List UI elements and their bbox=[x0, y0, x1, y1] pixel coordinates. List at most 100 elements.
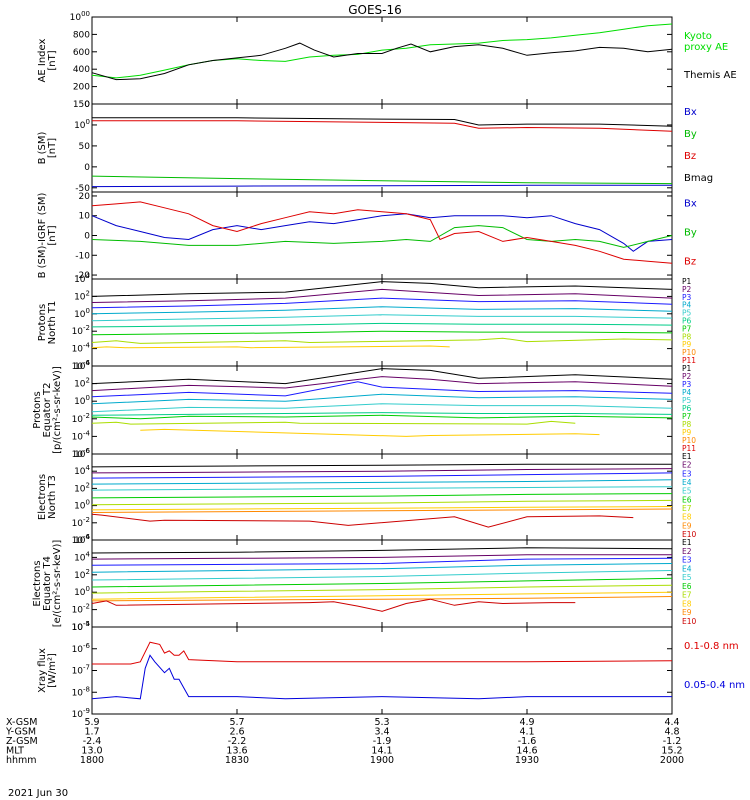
legend-label: P1 bbox=[682, 364, 692, 373]
y-tick-label: 102 bbox=[74, 289, 90, 302]
y-axis-label: North T1 bbox=[47, 301, 58, 345]
y-axis-label: Electrons bbox=[37, 474, 48, 520]
panel-1: 0 200 400 600 800 1000 AE Index [nT] Kyotoproxy … bbox=[37, 10, 737, 110]
axis-row-value: -1.9 bbox=[373, 736, 392, 747]
axis-row-value: -1.6 bbox=[518, 736, 537, 747]
legend-label: E10 bbox=[682, 617, 697, 626]
axis-row-value: 1830 bbox=[225, 755, 249, 766]
legend-label: By bbox=[684, 228, 697, 239]
legend-label: Bx bbox=[684, 199, 697, 210]
legend-label: E8 bbox=[682, 513, 692, 522]
legend-label: P10 bbox=[682, 348, 696, 357]
axis-row-value: -1.2 bbox=[663, 736, 682, 747]
y-axis-label: [nT] bbox=[47, 225, 58, 245]
legend-label: By bbox=[684, 129, 697, 140]
series-line-E4 bbox=[91, 479, 673, 485]
y-axis-label: B (SM) bbox=[37, 131, 48, 164]
axis-row-value: 3.4 bbox=[374, 727, 389, 738]
series-line-P2 bbox=[91, 288, 673, 303]
panel-frame bbox=[91, 626, 673, 715]
y-axis-label: B (SM)-IGRF (SM) bbox=[37, 193, 48, 279]
y-axis-label: Protons bbox=[32, 391, 43, 428]
series-line-P7 bbox=[91, 330, 673, 336]
legend-label: E3 bbox=[682, 469, 692, 478]
y-axis-label: [e/(cm²-s-sr-keV)] bbox=[52, 540, 63, 628]
axis-row-value: 1900 bbox=[370, 755, 394, 766]
y-tick-label: 104 bbox=[74, 550, 90, 563]
y-axis-label: Protons bbox=[37, 304, 48, 341]
legend-label: E4 bbox=[682, 478, 692, 487]
legend-label: P1 bbox=[682, 277, 692, 286]
legend-label: P4 bbox=[682, 301, 692, 310]
series-line-E10 bbox=[91, 513, 634, 528]
panel-3: -20 -10 0 10 20 B (SM)-IGRF (SM) [nT] Bx By Bz bbox=[37, 191, 697, 281]
axis-row-value: 4.9 bbox=[519, 717, 534, 728]
series-line-P7 bbox=[91, 414, 673, 420]
legend-label: E2 bbox=[682, 461, 692, 470]
legend-label: P8 bbox=[682, 420, 692, 429]
legend-label: proxy AE bbox=[684, 42, 728, 53]
axis-row-value: 4.4 bbox=[664, 717, 679, 728]
y-tick-label: 200 bbox=[73, 83, 90, 93]
axis-row-value: 5.9 bbox=[84, 717, 99, 728]
y-axis-label: North T3 bbox=[47, 475, 58, 519]
y-tick-label: 600 bbox=[73, 48, 90, 58]
series-line-By bbox=[91, 225, 673, 248]
y-tick-label: 150 bbox=[73, 100, 90, 110]
series-line-P3 bbox=[91, 381, 673, 398]
series-line-0.05-0.4 nm bbox=[91, 654, 672, 700]
series-line-P6 bbox=[91, 322, 673, 328]
y-tick-label: 102 bbox=[74, 481, 90, 494]
series-line-E6 bbox=[91, 577, 673, 588]
legend-label: P7 bbox=[682, 412, 692, 421]
series-line-E1 bbox=[91, 547, 673, 554]
series-line-E5 bbox=[91, 570, 673, 581]
y-tick-label: 10 bbox=[79, 212, 91, 222]
y-tick-label: 100 bbox=[74, 499, 90, 512]
panel-2: -50 0 50 100 150 B (SM) [nT] Bx By Bz Bmag bbox=[37, 100, 713, 194]
legend-label: P6 bbox=[682, 404, 692, 413]
legend-label: P5 bbox=[682, 396, 692, 405]
legend-label: P2 bbox=[682, 372, 692, 381]
legend-label: E2 bbox=[682, 547, 692, 556]
legend-label: E4 bbox=[682, 564, 692, 573]
legend-label: E1 bbox=[682, 452, 692, 461]
series-line-Kyoto proxy AE bbox=[91, 23, 673, 79]
axis-row-label: Z-GSM bbox=[6, 736, 38, 747]
series-line-E3 bbox=[91, 472, 673, 479]
legend-label: P3 bbox=[682, 293, 692, 302]
series-line-P3 bbox=[91, 297, 673, 309]
legend-label: P3 bbox=[682, 380, 692, 389]
y-tick-label: 100 bbox=[74, 118, 90, 131]
y-tick-label: 800 bbox=[73, 30, 90, 40]
series-line-E7 bbox=[91, 499, 673, 506]
series-line-P4 bbox=[91, 393, 673, 405]
series-line-E2 bbox=[91, 554, 672, 560]
legend-label: P4 bbox=[682, 388, 692, 397]
y-tick-label: 10-7 bbox=[72, 664, 90, 677]
y-axis-label: [p/(cm²-s-sr-keV)] bbox=[52, 366, 63, 454]
y-tick-label: -10 bbox=[75, 251, 90, 261]
series-line-P1 bbox=[91, 368, 673, 385]
axis-row-value: 4.8 bbox=[664, 727, 679, 738]
axis-row-value: 4.1 bbox=[519, 727, 534, 738]
panel-frame bbox=[91, 16, 673, 105]
y-tick-label: 10-4 bbox=[72, 429, 91, 442]
legend-label: E1 bbox=[682, 538, 692, 547]
legend-label: E6 bbox=[682, 495, 692, 504]
axis-row-value: 1800 bbox=[80, 755, 104, 766]
legend-label: E9 bbox=[682, 521, 692, 530]
series-line-P6 bbox=[91, 412, 673, 416]
axis-row-label: X-GSM bbox=[6, 717, 37, 728]
axis-row-label: Y-GSM bbox=[5, 727, 36, 738]
y-tick-label: 102 bbox=[74, 377, 90, 390]
axis-row-value: 1930 bbox=[515, 755, 539, 766]
y-tick-label: 10-2 bbox=[72, 603, 90, 616]
legend-label: P7 bbox=[682, 324, 692, 333]
y-tick-label: 10-5 bbox=[72, 620, 90, 633]
date-label: 2021 Jun 30 bbox=[8, 788, 68, 799]
legend-label: P8 bbox=[682, 332, 692, 341]
